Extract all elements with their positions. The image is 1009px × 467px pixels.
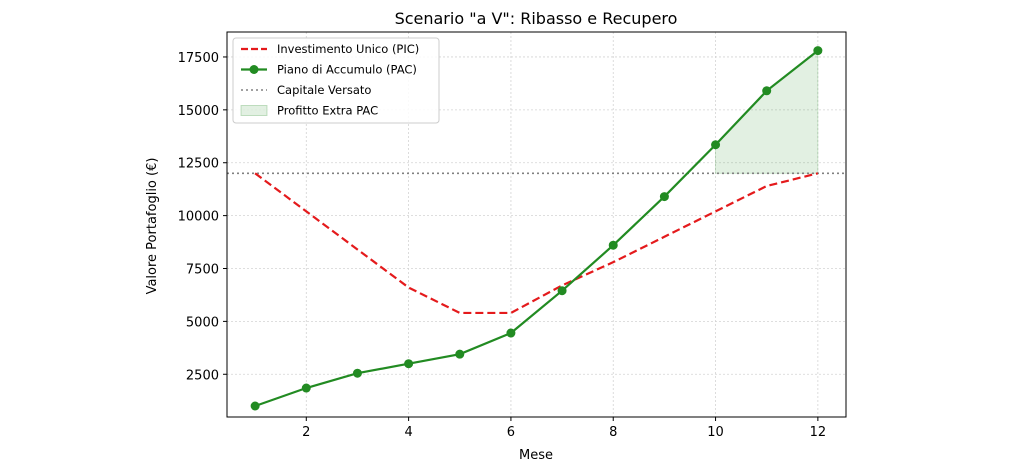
- series-point-1: [762, 86, 772, 96]
- series-point-1: [506, 328, 516, 338]
- series-point-1: [404, 359, 414, 369]
- y-tick-label: 17500: [178, 51, 219, 66]
- x-axis-title: Mese: [519, 448, 553, 463]
- fill-layer: [715, 49, 819, 174]
- series-point-1: [711, 140, 721, 150]
- series-point-1: [813, 46, 823, 56]
- y-axis-title: Valore Portafoglio (€): [145, 158, 160, 295]
- y-tick-label: 7500: [186, 263, 219, 278]
- plot-frame: [226, 31, 847, 418]
- y-tick-label: 12500: [178, 157, 219, 172]
- x-tick-label: 8: [609, 425, 617, 440]
- series-point-1: [250, 401, 260, 411]
- x-tick-label: 2: [302, 425, 310, 440]
- legend-swatch: [240, 105, 268, 116]
- y-tick-label: 2500: [186, 368, 219, 383]
- series-point-1: [301, 383, 311, 393]
- y-tick-label: 15000: [178, 104, 219, 119]
- series-point-1: [659, 192, 669, 202]
- legend-label: Capitale Versato: [277, 83, 371, 97]
- series-line-1: [254, 49, 819, 408]
- x-tick-label: 10: [707, 425, 724, 440]
- x-tick-label: 6: [507, 425, 515, 440]
- legend-label: Investimento Unico (PIC): [277, 42, 419, 56]
- legend-label: Profitto Extra PAC: [277, 104, 378, 118]
- profit-fill-area: [715, 49, 819, 174]
- series-line-0: [254, 172, 819, 315]
- x-tick-label: 4: [404, 425, 412, 440]
- ticks-layer: 2 4 6 8 10 12 2500 5000 7500 10000 12500 15000 17500: [178, 51, 826, 440]
- legend-label: Piano di Accumulo (PAC): [277, 63, 417, 77]
- legend: Investimento Unico (PIC) Piano di Accumul…: [232, 37, 440, 124]
- y-tick-label: 5000: [186, 315, 219, 330]
- series-layer: [250, 46, 823, 411]
- chart-title: Scenario "a V": Ribasso e Recupero: [395, 9, 678, 28]
- series-point-1: [557, 286, 567, 296]
- legend-marker: [249, 65, 259, 74]
- legend-box: [232, 37, 440, 124]
- series-point-1: [608, 240, 618, 250]
- y-tick-label: 10000: [178, 210, 219, 225]
- series-point-1: [455, 349, 465, 359]
- series-point-1: [352, 368, 362, 378]
- x-tick-label: 12: [810, 425, 827, 440]
